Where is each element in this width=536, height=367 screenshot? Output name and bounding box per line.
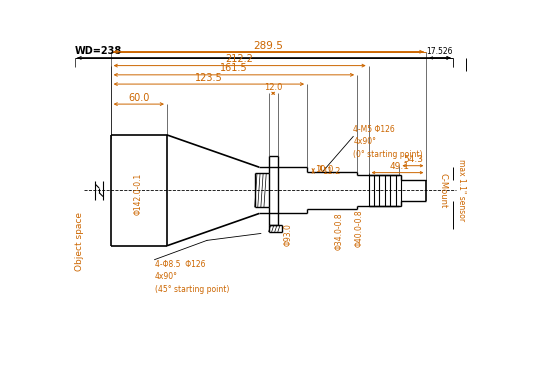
Text: 54.3: 54.3	[403, 155, 423, 164]
Text: Φ142.0-0.1: Φ142.0-0.1	[133, 173, 142, 215]
Text: 289.5: 289.5	[254, 41, 284, 51]
Text: max 1.1" sensor: max 1.1" sensor	[457, 159, 466, 221]
Text: 4-M5 Φ126
4x90°
(0° starting point): 4-M5 Φ126 4x90° (0° starting point)	[353, 125, 423, 159]
Text: 123.5: 123.5	[195, 73, 223, 83]
Text: 49.1: 49.1	[390, 162, 410, 171]
Text: WD=238: WD=238	[75, 46, 122, 57]
Text: Φ34.0-0.8: Φ34.0-0.8	[335, 212, 344, 250]
Text: 12.0: 12.0	[264, 83, 282, 92]
Text: Φ40.0-0.8: Φ40.0-0.8	[355, 210, 364, 247]
Text: Object space: Object space	[75, 212, 84, 271]
Text: 212.2: 212.2	[226, 54, 254, 64]
Text: 4-Φ8.5  Φ126
4x90°
(45° starting point): 4-Φ8.5 Φ126 4x90° (45° starting point)	[154, 259, 229, 294]
Text: Φ93.0: Φ93.0	[284, 223, 292, 246]
Text: 10.0: 10.0	[315, 165, 333, 174]
Text: 60.0: 60.0	[128, 92, 150, 102]
Text: 17.526: 17.526	[427, 47, 453, 57]
Text: 11.2: 11.2	[323, 167, 341, 175]
Text: 161.5: 161.5	[220, 63, 248, 73]
Text: C-Mount: C-Mount	[439, 173, 448, 208]
